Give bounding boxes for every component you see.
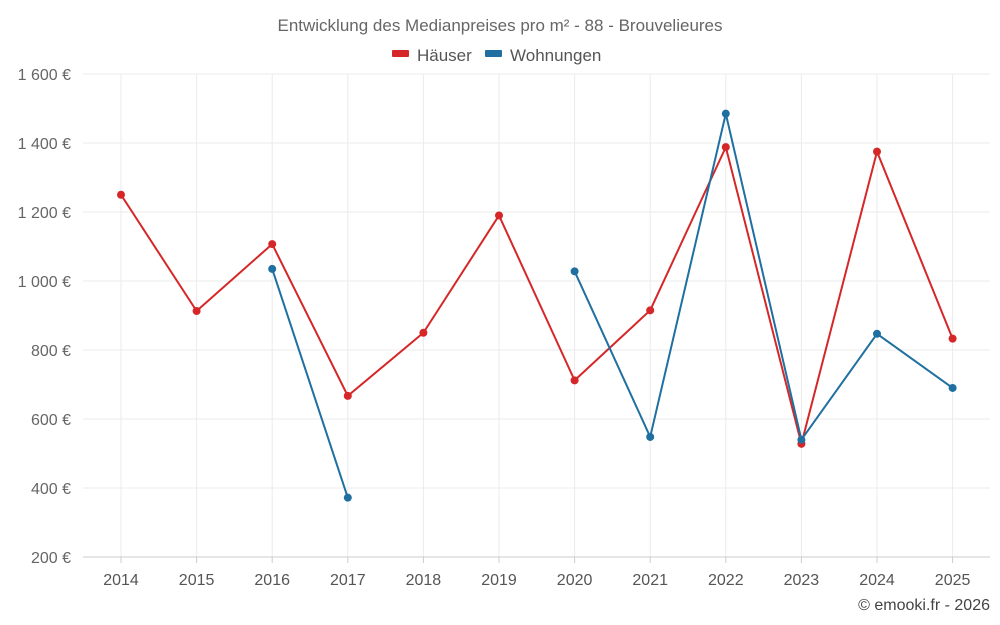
- data-point-haeuser-2020[interactable]: [570, 376, 579, 385]
- data-point-haeuser-2019[interactable]: [495, 211, 503, 220]
- data-point-wohnungen-2017[interactable]: [343, 493, 352, 502]
- data-point-wohnungen-2021[interactable]: [646, 432, 655, 441]
- x-tick-label: 2023: [784, 572, 820, 589]
- legend-swatch-wohnungen: [485, 50, 502, 57]
- y-tick-label: 600 €: [31, 412, 71, 429]
- y-tick-label: 1 600 €: [18, 67, 71, 84]
- data-point-haeuser-2016[interactable]: [268, 240, 277, 249]
- x-tick-label: 2015: [179, 572, 215, 589]
- data-point-wohnungen-2023[interactable]: [797, 435, 806, 444]
- y-tick-label: 1 000 €: [18, 274, 71, 291]
- data-point-wohnungen-2020[interactable]: [570, 267, 579, 276]
- data-point-wohnungen-2022[interactable]: [721, 109, 730, 118]
- data-point-haeuser-2022[interactable]: [721, 143, 730, 152]
- x-tick-label: 2016: [254, 572, 290, 589]
- data-point-haeuser-2017[interactable]: [343, 391, 352, 400]
- y-tick-label: 1 200 €: [18, 205, 71, 222]
- x-tick-label: 2019: [481, 572, 517, 589]
- y-tick-label: 400 €: [31, 481, 71, 498]
- y-tick-label: 800 €: [31, 343, 71, 360]
- series-line-wohnungen: [573, 112, 954, 441]
- legend-label-wohnungen: Wohnungen: [510, 46, 601, 65]
- data-point-haeuser-2015[interactable]: [192, 307, 201, 316]
- series-line-haeuser: [120, 146, 954, 445]
- x-tick-label: 2025: [935, 572, 971, 589]
- data-point-wohnungen-2016[interactable]: [268, 264, 277, 273]
- data-point-haeuser-2024[interactable]: [873, 147, 881, 156]
- data-point-wohnungen-2024[interactable]: [873, 329, 881, 338]
- data-point-haeuser-2025[interactable]: [948, 334, 957, 343]
- legend-item-wohnungen[interactable]: Wohnungen: [485, 46, 601, 65]
- y-tick-label: 200 €: [31, 550, 71, 567]
- y-axis-ticks: 200 € 400 € 600 € 800 € 1 000 € 1 200 € 1 400 …: [18, 67, 71, 567]
- x-tick-label: 2021: [632, 572, 668, 589]
- series: [117, 109, 957, 502]
- legend: Häuser Wohnungen: [392, 46, 601, 65]
- legend-item-haeuser[interactable]: Häuser: [392, 46, 472, 65]
- grid: [83, 73, 990, 558]
- series-line-wohnungen: [271, 268, 349, 498]
- data-point-haeuser-2021[interactable]: [646, 306, 655, 315]
- x-tick-label: 2020: [557, 572, 593, 589]
- data-point-haeuser-2014[interactable]: [117, 190, 125, 199]
- legend-swatch-haeuser: [392, 50, 409, 57]
- x-tick-label: 2017: [330, 572, 366, 589]
- x-tick-label: 2018: [406, 572, 442, 589]
- data-point-wohnungen-2025[interactable]: [948, 383, 957, 392]
- x-tick-label: 2022: [708, 572, 744, 589]
- credit-text: © emooki.fr - 2026: [858, 597, 990, 614]
- legend-label-haeuser: Häuser: [417, 46, 472, 65]
- y-tick-label: 1 400 €: [18, 136, 71, 153]
- chart-title: Entwicklung des Medianpreises pro m² - 8…: [277, 16, 722, 35]
- x-axis-ticks: 2014 2015 2016 2017 2018 2019 2020 2021 2022 2023…: [103, 557, 970, 589]
- x-tick-label: 2014: [103, 572, 139, 589]
- data-point-haeuser-2018[interactable]: [419, 328, 428, 337]
- x-tick-label: 2024: [859, 572, 895, 589]
